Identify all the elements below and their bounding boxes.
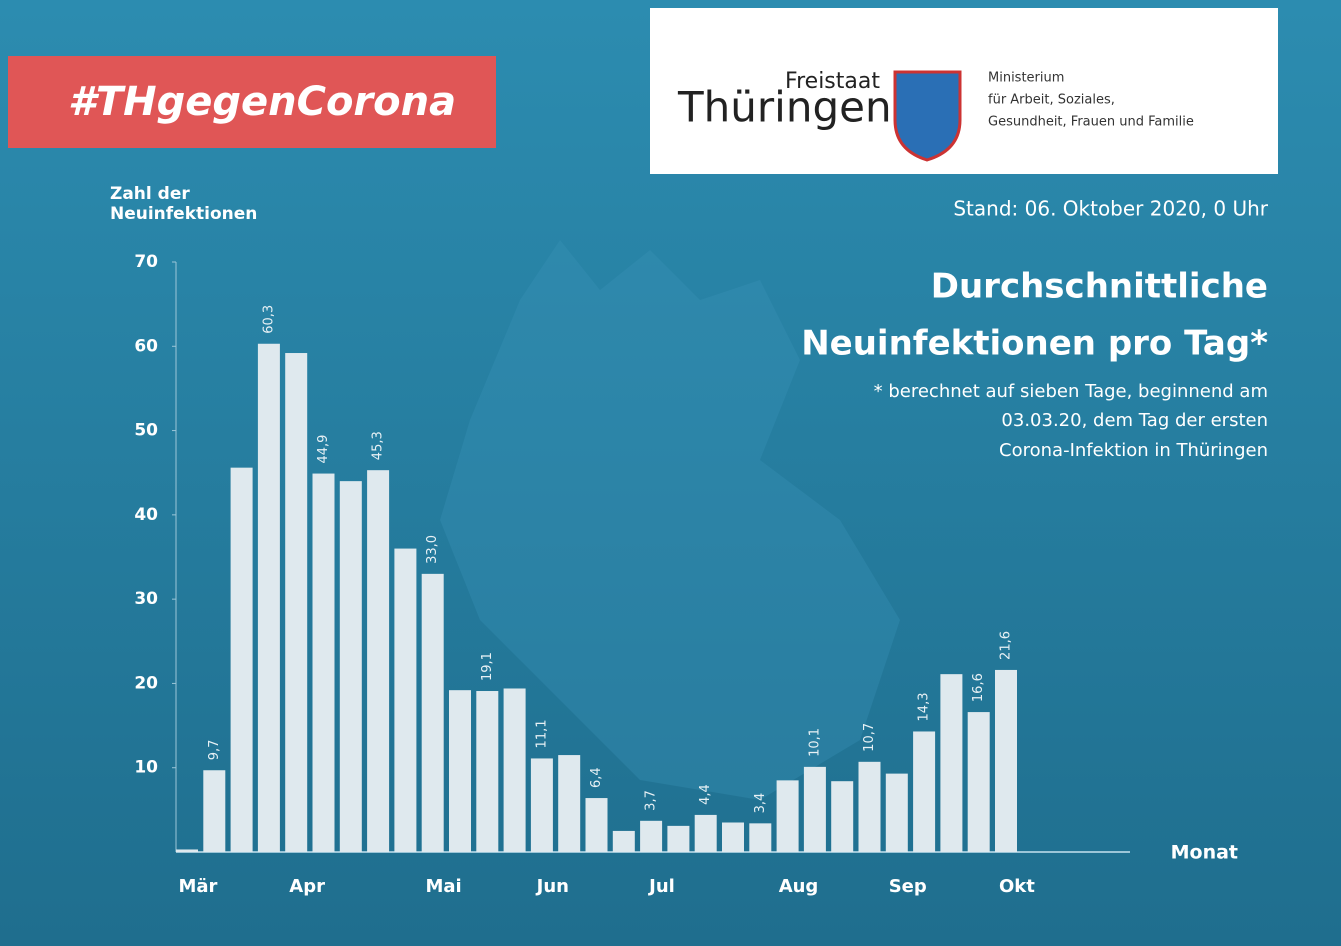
- subtitle: Stand: 06. Oktober 2020, 0 Uhr: [953, 197, 1268, 221]
- value-label: 21,6: [999, 631, 1014, 660]
- y-tick-label: 20: [134, 673, 158, 693]
- bar: [258, 344, 280, 852]
- value-label: 10,7: [862, 723, 877, 752]
- value-label: 14,3: [917, 693, 932, 722]
- value-label: 4,4: [698, 784, 713, 805]
- y-axis-label: Neuinfektionen: [110, 204, 257, 224]
- x-tick-label: Aug: [779, 876, 819, 897]
- bar: [804, 767, 826, 852]
- value-label: 3,7: [644, 790, 659, 811]
- ministry-line: Gesundheit, Frauen und Familie: [988, 115, 1194, 130]
- y-tick-label: 70: [134, 252, 158, 272]
- x-tick-label: Okt: [999, 876, 1035, 897]
- logo-large: Thüringen: [677, 83, 892, 132]
- footnote: * berechnet auf sieben Tage, beginnend a…: [874, 381, 1268, 402]
- y-tick-label: 50: [134, 421, 158, 441]
- bar: [886, 774, 908, 852]
- footnote: Corona-Infektion in Thüringen: [999, 440, 1268, 461]
- chart: #THgegenCorona Freistaat Thüringen Minis…: [0, 0, 1341, 946]
- x-tick-label: Apr: [289, 876, 325, 897]
- bar: [476, 691, 498, 852]
- bar: [231, 468, 253, 852]
- bar: [613, 831, 635, 852]
- bar: [777, 780, 799, 852]
- bar: [558, 755, 580, 852]
- y-tick-label: 10: [134, 758, 158, 778]
- bar: [531, 758, 553, 852]
- bar: [749, 823, 771, 852]
- bar: [913, 731, 935, 852]
- value-label: 60,3: [261, 305, 276, 334]
- value-label: 3,4: [753, 793, 768, 814]
- bar: [394, 549, 416, 852]
- bar: [940, 674, 962, 852]
- y-axis-label: Zahl der: [110, 184, 190, 204]
- y-tick-label: 40: [134, 505, 158, 525]
- bar: [422, 574, 444, 852]
- x-tick-label: Mär: [178, 876, 217, 897]
- x-tick-label: Jun: [535, 876, 569, 897]
- value-label: 45,3: [371, 431, 386, 460]
- bar: [203, 770, 225, 852]
- coat-of-arms: [895, 72, 960, 160]
- bar: [313, 474, 335, 852]
- value-label: 19,1: [480, 652, 495, 681]
- bar: [504, 688, 526, 852]
- chart-title: Neuinfektionen pro Tag*: [801, 324, 1268, 364]
- bar: [586, 798, 608, 852]
- bar: [367, 470, 389, 852]
- page: #THgegenCorona Freistaat Thüringen Minis…: [0, 0, 1341, 946]
- value-label: 9,7: [207, 740, 222, 761]
- value-label: 6,4: [589, 767, 604, 788]
- y-tick-label: 60: [134, 336, 158, 356]
- bar: [995, 670, 1017, 852]
- bar: [285, 353, 307, 852]
- bar: [449, 690, 471, 852]
- value-label: 10,1: [807, 728, 822, 757]
- chart-title: Durchschnittliche: [931, 267, 1268, 307]
- y-tick-label: 30: [134, 589, 158, 609]
- bar: [176, 849, 198, 852]
- ministry-line: Ministerium: [988, 71, 1064, 86]
- bar: [667, 826, 689, 852]
- bar: [831, 781, 853, 852]
- x-axis-label: Monat: [1171, 842, 1238, 864]
- bar: [722, 823, 744, 853]
- x-tick-label: Jul: [647, 876, 675, 897]
- bar: [968, 712, 990, 852]
- value-label: 11,1: [534, 719, 549, 748]
- value-label: 44,9: [316, 435, 331, 464]
- footnote: 03.03.20, dem Tag der ersten: [1001, 410, 1268, 431]
- x-tick-label: Mai: [426, 876, 462, 897]
- x-tick-label: Sep: [889, 876, 927, 897]
- ministry-line: für Arbeit, Soziales,: [988, 93, 1115, 108]
- value-label: 33,0: [425, 535, 440, 564]
- bar: [640, 821, 662, 852]
- bar: [859, 762, 881, 852]
- value-label: 16,6: [971, 673, 986, 702]
- hashtag: #THgegenCorona: [68, 79, 456, 125]
- bar: [340, 481, 362, 852]
- bar: [695, 815, 717, 852]
